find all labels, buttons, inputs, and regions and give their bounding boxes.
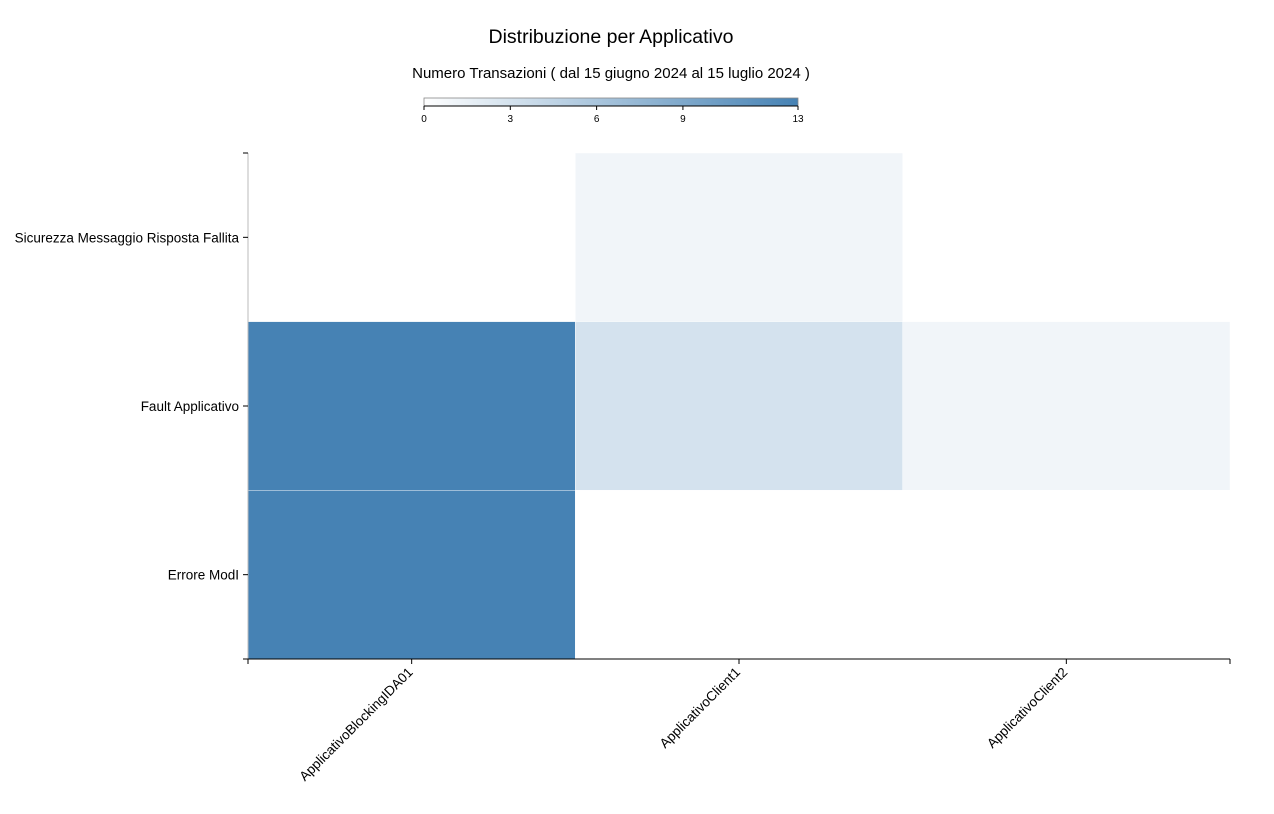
y-axis: Sicurezza Messaggio Risposta Fallita Faul… xyxy=(15,152,249,660)
legend-ticks: 0 3 6 9 13 xyxy=(421,106,804,125)
x-ticks: ApplicativoBlockingIDA01 ApplicativoClien… xyxy=(296,659,1070,784)
heatmap-cell xyxy=(247,152,576,322)
chart-subtitle: Numero Transazioni ( dal 15 giugno 2024 … xyxy=(412,65,810,82)
heatmap-cell xyxy=(247,490,576,660)
x-tick-label: ApplicativoBlockingIDA01 xyxy=(296,665,415,784)
legend-tick-label: 13 xyxy=(792,114,804,125)
heatmap-cell xyxy=(247,321,576,491)
heatmap-cells xyxy=(247,152,1231,660)
x-tick-label: ApplicativoClient2 xyxy=(984,665,1070,751)
heatmap-cell xyxy=(902,321,1231,491)
legend-tick-label: 3 xyxy=(508,114,514,125)
y-tick-label: Fault Applicativo xyxy=(141,399,239,414)
heatmap-cell xyxy=(575,152,903,322)
heatmap-cell xyxy=(902,152,1231,322)
heatmap-cell xyxy=(575,490,903,660)
heatmap-cell xyxy=(902,490,1231,660)
x-axis: ApplicativoBlockingIDA01 ApplicativoClien… xyxy=(247,658,1231,784)
legend-tick-label: 9 xyxy=(680,114,686,125)
y-ticks: Sicurezza Messaggio Risposta Fallita Faul… xyxy=(15,230,248,583)
legend-gradient-bar xyxy=(423,97,799,107)
heatmap-cell xyxy=(575,321,903,491)
color-legend: 0 3 6 9 13 xyxy=(421,97,804,125)
legend-tick-label: 6 xyxy=(594,114,600,125)
legend-tick-label: 0 xyxy=(421,114,427,125)
y-tick-label: Errore ModI xyxy=(168,568,239,583)
chart-title: Distribuzione per Applicativo xyxy=(489,26,734,48)
x-tick-label: ApplicativoClient1 xyxy=(657,665,743,751)
y-tick-label: Sicurezza Messaggio Risposta Fallita xyxy=(15,230,240,245)
